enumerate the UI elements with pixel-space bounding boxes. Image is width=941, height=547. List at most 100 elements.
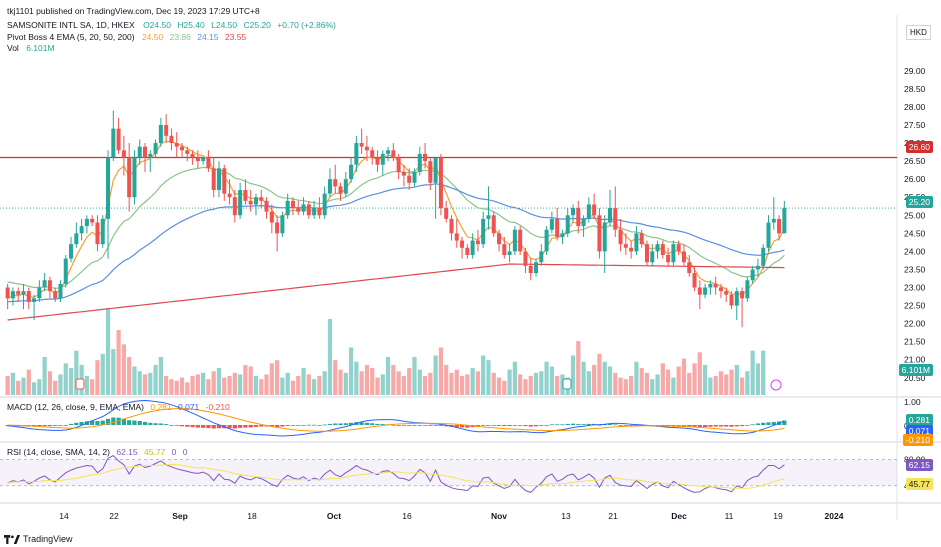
candle-body [32, 298, 37, 302]
macd-histogram-bar [713, 425, 718, 427]
volume-bar [639, 368, 644, 395]
candle-body [158, 125, 163, 144]
macd-histogram-bar [105, 418, 111, 425]
candle-body [460, 240, 465, 248]
tradingview-footer[interactable]: TradingView [4, 534, 73, 544]
macd-histogram-bar [238, 425, 243, 428]
candle-body [623, 244, 628, 248]
volume-bar [338, 369, 343, 395]
candle-body [396, 157, 401, 172]
macd-histogram-bar [179, 425, 185, 427]
price-tick-label: 28.00 [904, 102, 926, 112]
candle-body [634, 233, 639, 252]
candle-body [481, 218, 486, 245]
rsi-legend[interactable]: RSI (14, close, SMA, 14, 2) 62.15 45.77 … [7, 447, 188, 457]
time-axis-label: 21 [608, 511, 618, 521]
volume-legend[interactable]: Vol 6.101M [7, 43, 55, 53]
macd-histogram-bar [158, 423, 163, 425]
volume-bar [100, 353, 105, 395]
volume-bar [713, 376, 718, 395]
volume-bar [385, 357, 391, 395]
candle-body [343, 179, 348, 194]
volume-bar [412, 357, 417, 395]
candle-body [777, 218, 782, 234]
last-price-badge: 25.20 [905, 196, 933, 208]
candle-body [512, 229, 517, 252]
candle-body [401, 171, 406, 176]
candle-body [629, 247, 634, 252]
candle-body [692, 273, 697, 288]
volume-bar [422, 376, 428, 395]
macd-histogram-bar [211, 425, 216, 429]
macd-histogram-bar [708, 425, 713, 427]
candle-body [454, 233, 459, 241]
price-tick-label: 23.00 [904, 283, 926, 293]
volume-bar [370, 368, 375, 395]
candle-body [597, 215, 602, 252]
candle-body [613, 208, 618, 230]
macd-histogram-bar [164, 424, 169, 425]
macd-histogram-bar [206, 425, 211, 429]
candle-body [576, 208, 581, 227]
rsi-badge-2: 45.77 [905, 478, 933, 490]
price-tick-label: 29.00 [904, 66, 926, 76]
macd-histogram-bar [676, 425, 681, 426]
volume-bar [359, 371, 364, 395]
ohlc-low: L24.50 [211, 20, 238, 30]
candle-body [164, 125, 169, 136]
volume-bar [296, 376, 301, 395]
macd-histogram-bar [296, 425, 301, 426]
macd-histogram-bar [496, 425, 502, 426]
rsi-legend-v4: 0 [182, 447, 188, 457]
rsi-sma-line [7, 464, 785, 489]
volume-bar [158, 357, 163, 395]
price-tick-label: 23.50 [904, 264, 926, 274]
volume-bar [491, 372, 496, 395]
candle-body [423, 153, 428, 162]
volume-bar [354, 361, 359, 395]
macd-histogram-bar [190, 425, 195, 428]
price-tick-label: 26.00 [904, 174, 926, 184]
earnings-marker-icon [562, 378, 572, 390]
candle-body [729, 294, 734, 306]
symbol-legend[interactable]: SAMSONITE INTL SA, 1D, HKEX O24.50 H25.4… [7, 20, 336, 30]
ema-legend[interactable]: Pivot Boss 4 EMA (5, 20, 50, 200) 24.50 … [7, 32, 246, 42]
volume-bar [16, 380, 21, 395]
candle-body [687, 262, 692, 274]
macd-signal-line [7, 408, 785, 432]
candle-body [26, 291, 31, 302]
macd-histogram-bar [412, 425, 417, 426]
macd-histogram-bar [718, 425, 724, 427]
macd-histogram-bar [739, 425, 745, 427]
volume-bar [311, 379, 317, 395]
volume-bar [121, 344, 126, 395]
candle-body [544, 229, 549, 252]
price-tick-label: 20.50 [904, 373, 926, 383]
macd-histogram-bar [53, 425, 58, 426]
macd-histogram-bar [396, 425, 401, 426]
candle-body [697, 287, 702, 295]
candle-body [412, 171, 417, 183]
rsi-legend-v3: 0 [171, 447, 177, 457]
volume-bar [227, 376, 232, 395]
candle-body [211, 168, 216, 190]
macd-histogram-bar [311, 424, 317, 426]
candle-body [264, 200, 269, 212]
candle-body [132, 157, 137, 198]
candle-body [486, 215, 491, 219]
candle-body [227, 193, 232, 198]
macd-histogram-bar [58, 425, 63, 426]
volume-bar [512, 361, 517, 395]
candle-body [201, 157, 206, 162]
volume-bar [90, 379, 95, 395]
candle-body [570, 208, 576, 216]
volume-bar [666, 369, 671, 395]
macd-legend[interactable]: MACD (12, 26, close, 9, EMA, EMA) 0.281 … [7, 402, 230, 412]
candle-body [95, 222, 100, 245]
macd-histogram-bar [401, 425, 407, 426]
macd-histogram-bar [37, 425, 42, 427]
time-axis-label: Nov [491, 511, 507, 521]
volume-bar [634, 361, 639, 395]
